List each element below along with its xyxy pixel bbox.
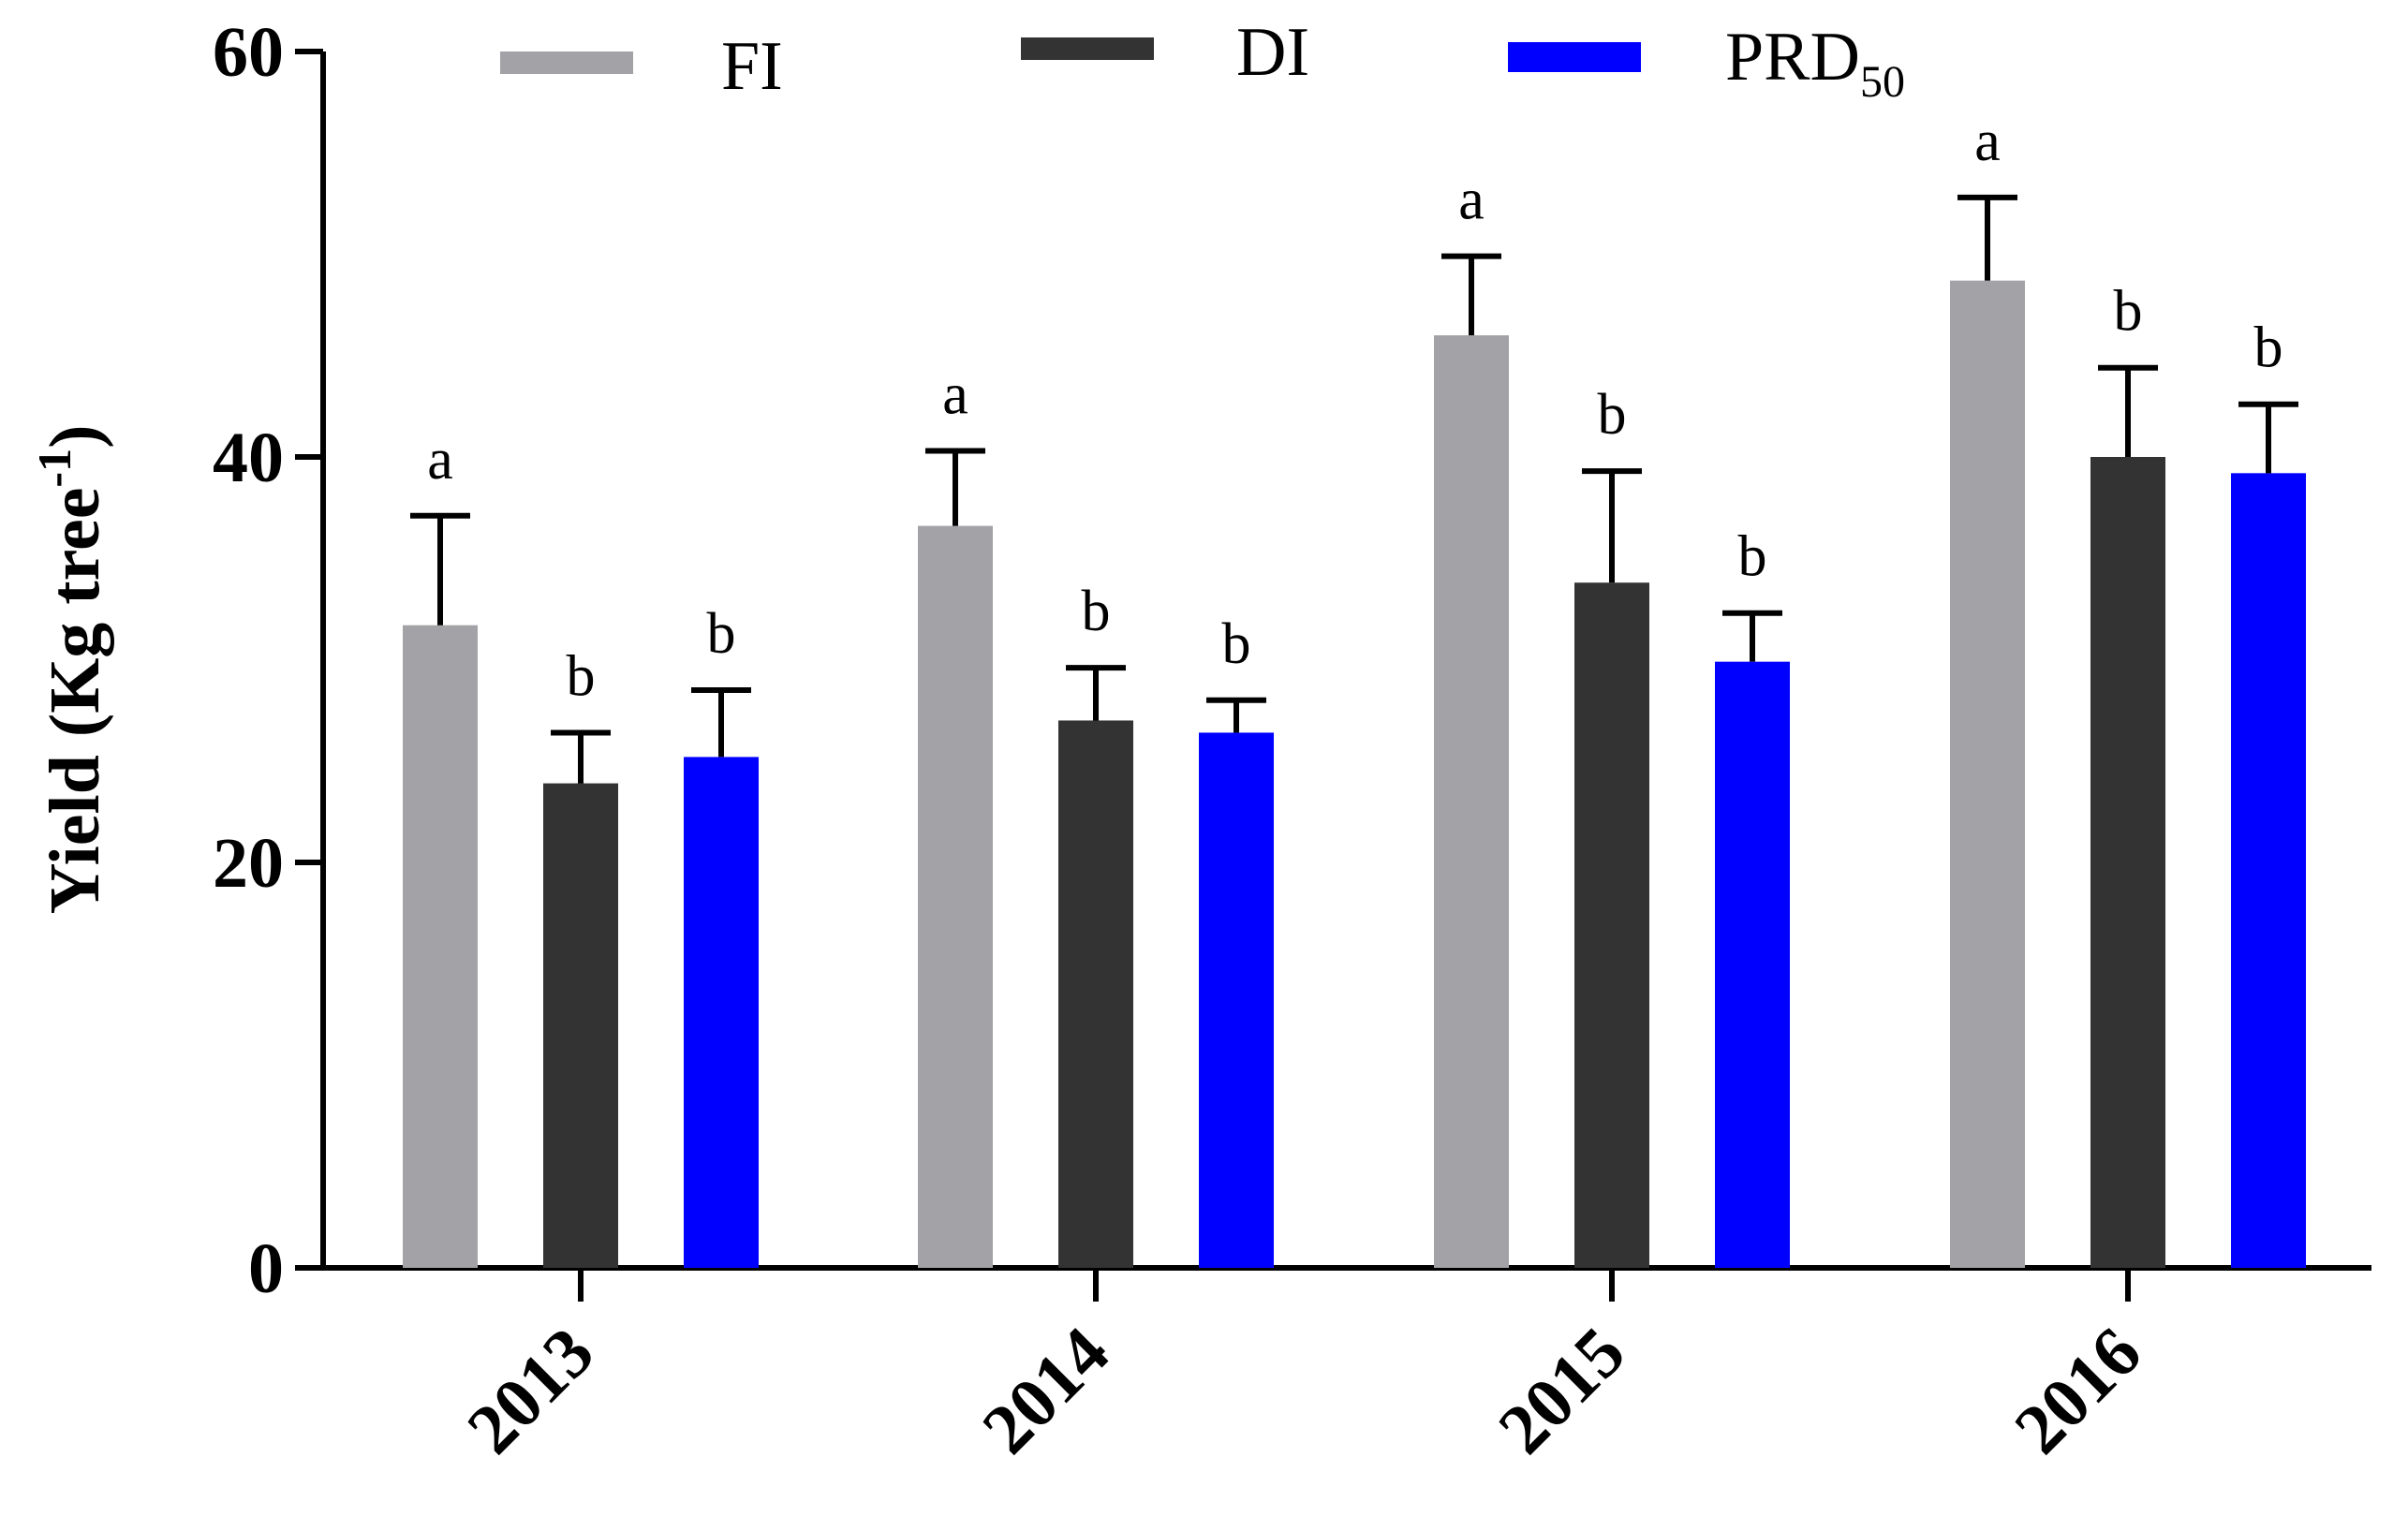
error-bar-di-2016	[2098, 364, 2158, 457]
data-label-prd50-2013: b	[707, 602, 736, 666]
data-label-di-2015: b	[1598, 383, 1627, 447]
error-bar-fi-2015	[1441, 253, 1501, 336]
bar-fi-2013	[403, 625, 478, 1268]
bars: a a a a b b b b b b b b	[403, 110, 2306, 1269]
data-label-fi-2014: a	[942, 363, 968, 427]
legend-label-fi: FI	[721, 28, 783, 105]
error-bar-fi-2014	[925, 448, 985, 526]
error-bar-di-2015	[1582, 468, 1642, 583]
data-label-fi-2013: a	[427, 428, 453, 492]
y-tick-label-40: 40	[213, 419, 284, 497]
legend-item-di: DI	[1021, 14, 1309, 91]
legend-item-prd50: PRD50	[1508, 19, 1905, 107]
error-bar-prd50-2013	[691, 686, 751, 758]
error-bar-di-2013	[551, 729, 611, 784]
y-tick-label-0: 0	[248, 1229, 284, 1308]
bar-prd50-2016	[2231, 473, 2306, 1268]
bar-prd50-2014	[1199, 732, 1274, 1268]
y-axis-label: Yield (Kg tree-1)	[28, 425, 114, 915]
error-bar-prd50-2014	[1206, 697, 1266, 733]
x-tick-label-2014: 2014	[968, 1313, 1124, 1469]
data-label-fi-2015: a	[1458, 169, 1485, 232]
x-tick-label-2016: 2016	[2000, 1313, 2156, 1469]
data-label-di-2016: b	[2114, 280, 2143, 344]
error-bar-prd50-2015	[1722, 610, 1782, 662]
x-tick-label-2015: 2015	[1484, 1313, 1640, 1469]
bar-fi-2016	[1950, 280, 2025, 1268]
bar-prd50-2013	[684, 757, 759, 1268]
data-label-prd50-2016: b	[2254, 316, 2283, 380]
error-bar-di-2014	[1066, 665, 1126, 721]
y-tick-label-20: 20	[213, 824, 284, 903]
y-ticks: 0 20 40 60	[213, 13, 323, 1308]
legend-item-fi: FI	[500, 28, 783, 105]
bar-fi-2015	[1434, 335, 1509, 1269]
bar-di-2014	[1058, 720, 1133, 1268]
bar-di-2013	[543, 783, 618, 1268]
data-label-prd50-2015: b	[1738, 525, 1767, 589]
legend-swatch-fi	[500, 52, 633, 74]
legend-label-di: DI	[1236, 14, 1309, 91]
bar-fi-2014	[918, 525, 993, 1268]
legend-swatch-di	[1021, 37, 1154, 60]
legend-swatch-prd50	[1508, 42, 1641, 72]
data-label-fi-2016: a	[1974, 110, 2001, 173]
legend: FI DI PRD50	[500, 14, 1905, 107]
x-tick-label-2013: 2013	[452, 1313, 609, 1469]
bar-di-2015	[1574, 582, 1649, 1268]
y-tick-label-60: 60	[213, 13, 284, 92]
error-bar-fi-2013	[410, 512, 470, 626]
x-ticks: 2013 2014 2015 2016	[452, 1268, 2156, 1469]
data-label-prd50-2014: b	[1222, 612, 1251, 676]
bar-di-2016	[2090, 457, 2165, 1268]
legend-label-prd50: PRD50	[1725, 19, 1905, 107]
error-bar-prd50-2016	[2238, 401, 2298, 474]
bar-prd50-2015	[1715, 661, 1790, 1268]
data-label-di-2014: b	[1082, 580, 1111, 643]
error-bar-fi-2016	[1957, 194, 2017, 281]
data-label-di-2013: b	[567, 644, 596, 708]
